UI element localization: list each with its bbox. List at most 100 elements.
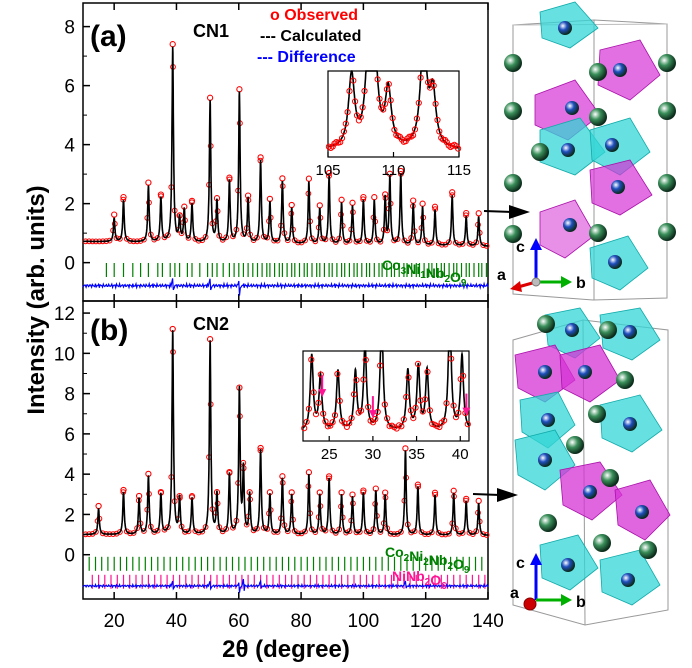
inset-observed-point (312, 411, 320, 418)
y-tick-label: 2 (64, 505, 75, 526)
inset-observed-point (443, 400, 450, 407)
observed-point (316, 202, 323, 209)
difference-curve-b (82, 578, 489, 593)
inset-observed-point (355, 117, 362, 124)
observed-point (415, 239, 422, 246)
inset-observed-point (331, 412, 339, 419)
x-tick-label: 140 (472, 611, 504, 632)
atom (593, 534, 611, 552)
inset-observed-point (338, 135, 346, 142)
observed-point (349, 199, 356, 206)
pointer-arrow-bottom-head (497, 488, 518, 502)
observed-point (463, 209, 470, 217)
atom (589, 224, 607, 242)
inset-observed-point (407, 407, 414, 414)
atom (658, 174, 676, 192)
inset-observed-point (380, 106, 387, 113)
observed-point (466, 529, 473, 536)
panel-label-a: (a) (90, 20, 127, 53)
inset-observed-point (359, 104, 366, 111)
observed-point (302, 528, 308, 535)
inset-observed-point (336, 397, 343, 404)
inset-b: 25 30 35 40 (301, 350, 471, 463)
inset-observed-point (410, 132, 417, 139)
inset-observed-point (389, 115, 396, 122)
y-tick-label: 10 (54, 344, 75, 365)
atom (658, 223, 676, 241)
inset-observed-point (329, 419, 336, 426)
observed-point (266, 195, 274, 203)
atom (539, 514, 557, 532)
inset-observed-point (417, 74, 424, 81)
observed-point (236, 86, 243, 93)
observed-point (371, 194, 378, 201)
inset-observed-point (448, 355, 455, 362)
inset-observed-point (432, 100, 439, 107)
inset-x-tick-label: 115 (447, 162, 471, 179)
atom (538, 365, 552, 379)
phase-label-b-2: NiNb2O6 (392, 568, 447, 592)
inset-observed-point (324, 423, 331, 430)
phase-label-b-1: Co2Ni2Nb2O9 (385, 544, 470, 576)
observed-point (428, 239, 435, 246)
inset-observed-point (382, 100, 389, 108)
phase-ticks-b (88, 556, 486, 589)
atom (504, 225, 522, 243)
atom (601, 469, 619, 487)
observed-points-a (82, 41, 490, 249)
observed-point (154, 527, 161, 534)
atom (565, 101, 579, 115)
axis-ticks-b: 0 2 4 6 8 10 12 20 40 60 80 100 120 140 (54, 301, 504, 632)
atom (504, 102, 522, 120)
inset-observed-point (361, 87, 368, 95)
observed-point (435, 240, 442, 247)
observed-point (398, 529, 404, 535)
atom (558, 21, 572, 35)
y-tick-label: 4 (64, 465, 75, 486)
inset-observed-point (358, 407, 365, 414)
inset-observed-point (414, 360, 422, 367)
a-axis-head-top (510, 281, 522, 292)
inset-observed-point (353, 377, 360, 384)
observed-point (279, 175, 286, 182)
b-axis-head-top (561, 276, 572, 288)
inset-observed-point (405, 374, 412, 381)
impurity-arrow-head (462, 407, 471, 416)
inset-observed-point (443, 139, 450, 146)
difference-curve-a (82, 278, 489, 296)
inset-observed-point (376, 95, 383, 102)
atom (504, 174, 522, 192)
inset-observed-point (344, 109, 351, 116)
inset-observed-point (460, 372, 467, 379)
inset-observed-point (308, 356, 315, 363)
y-tick-label: 2 (64, 195, 75, 216)
inset-observed-point (362, 356, 369, 363)
pointer-arrow-top-head (509, 205, 530, 219)
inset-observed-point (455, 409, 462, 416)
inset-observed-point (360, 376, 367, 383)
observed-point (120, 193, 127, 201)
inset-observed-point (412, 404, 419, 411)
inset-observed-point (350, 77, 357, 84)
inset-observed-point (301, 425, 308, 432)
y-tick-label: 6 (64, 77, 75, 98)
atom (504, 54, 522, 72)
axis-origin-top (531, 277, 541, 287)
pointer-arrow-bottom-line (472, 493, 501, 496)
atom (566, 436, 584, 454)
sample-label-a: CN1 (193, 21, 229, 41)
observed-point (95, 502, 102, 510)
phase-label-a-1: Co3Ni1Nb2O9 (382, 257, 467, 289)
b-axis-label-bottom: b (576, 594, 586, 611)
observed-point (346, 237, 353, 244)
chart-panel-b: 0 2 4 6 8 10 12 20 40 60 80 100 120 140 (b) CN2 Co2Ni… (54, 300, 504, 632)
impurity-arrow-head (318, 389, 327, 398)
atom (588, 405, 606, 423)
x-tick-label: 80 (291, 611, 312, 632)
observed-point (431, 203, 439, 210)
observed-point (243, 521, 250, 528)
atom (621, 573, 635, 587)
inset-observed-point (391, 126, 398, 133)
inset-observed-point (430, 82, 437, 89)
atom (599, 321, 617, 339)
